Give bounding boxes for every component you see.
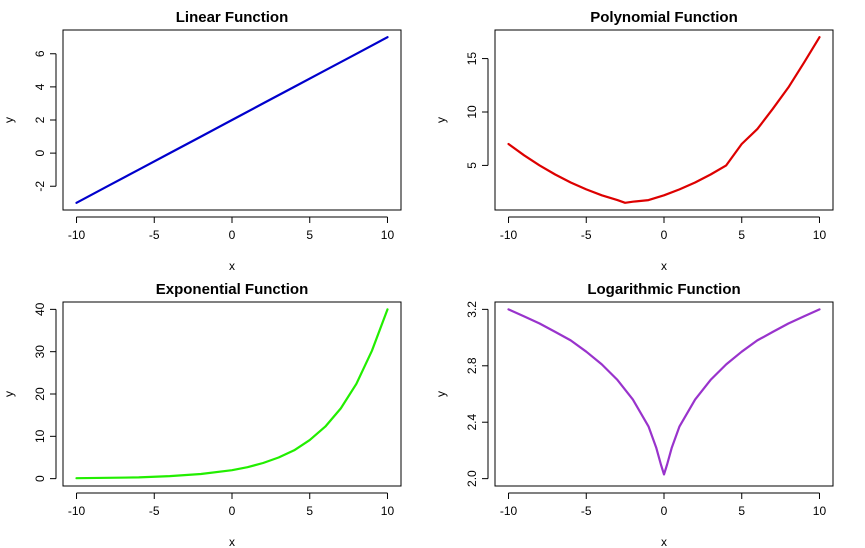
y-axis-label: y: [434, 117, 448, 123]
x-tick-label: -10: [68, 504, 86, 518]
y-tick-label: 6: [33, 50, 47, 57]
y-tick-label: 40: [33, 302, 47, 316]
chart-title: Logarithmic Function: [587, 281, 740, 298]
x-tick-label: 10: [381, 228, 395, 242]
x-tick-label: -5: [581, 228, 592, 242]
chart-title: Polynomial Function: [590, 9, 738, 26]
x-tick-label: 5: [306, 504, 313, 518]
series-line-1: [507, 308, 821, 476]
y-tick-label: 10: [33, 429, 47, 443]
y-tick-label: 0: [33, 475, 47, 482]
plot-frame: [62, 301, 402, 487]
x-tick-label: -10: [68, 228, 86, 242]
x-tick-label: 5: [738, 504, 745, 518]
chart-panel-3: Exponential Function -10 -5 0 5 10 0 10 20 30 40 x y: [2, 281, 402, 548]
x-tick-label: 10: [381, 504, 395, 518]
y-tick-label: 2: [33, 116, 47, 123]
x-tick-label: 10: [813, 228, 827, 242]
x-tick-label: 5: [738, 228, 745, 242]
chart-panel-1: Linear Function -10 -5 0 5 10 -2 0 2 4 6 x y: [2, 9, 402, 273]
x-tick-label: 0: [229, 504, 236, 518]
x-tick-label: 0: [229, 228, 236, 242]
x-tick-label: 10: [813, 504, 827, 518]
x-tick-label: 0: [661, 504, 668, 518]
y-tick-label: 5: [465, 162, 479, 169]
chart-panel-4: Logarithmic Function -10 -5 0 5 10 2.0 2.4 2.8 3.…: [434, 281, 834, 548]
y-tick-label: 2.0: [465, 470, 479, 487]
x-tick-label: 5: [306, 228, 313, 242]
plot-frame: [494, 301, 834, 487]
series-line-1: [507, 36, 821, 204]
y-tick-label: 30: [33, 345, 47, 359]
x-tick-label: -10: [500, 228, 518, 242]
y-tick-label: 2.4: [465, 414, 479, 431]
series-line-1: [75, 36, 389, 204]
y-tick-label: 15: [465, 52, 479, 66]
x-axis-label: x: [229, 535, 235, 548]
x-tick-label: -5: [149, 228, 160, 242]
chart-title: Linear Function: [176, 9, 289, 26]
y-axis-label: y: [2, 117, 16, 123]
x-tick-label: -5: [149, 504, 160, 518]
plot-frame: [62, 29, 402, 211]
series-line-1: [75, 308, 389, 480]
chart-panel-2: Polynomial Function -10 -5 0 5 10 5 10 15 x y: [434, 9, 834, 273]
y-tick-label: 4: [33, 83, 47, 90]
y-tick-label: 2.8: [465, 357, 479, 374]
x-axis-label: x: [661, 259, 667, 273]
y-tick-label: 0: [33, 149, 47, 156]
x-tick-label: -10: [500, 504, 518, 518]
x-tick-label: 0: [661, 228, 668, 242]
y-tick-label: 3.2: [465, 301, 479, 318]
plot-frame: [494, 29, 834, 211]
x-tick-label: -5: [581, 504, 592, 518]
chart-title: Exponential Function: [156, 281, 309, 298]
y-tick-label: -2: [33, 181, 47, 192]
y-axis-label: y: [2, 391, 16, 397]
x-axis-label: x: [229, 259, 235, 273]
y-tick-label: 20: [33, 387, 47, 401]
y-axis-label: y: [434, 391, 448, 397]
x-axis-label: x: [661, 535, 667, 548]
y-tick-label: 10: [465, 105, 479, 119]
